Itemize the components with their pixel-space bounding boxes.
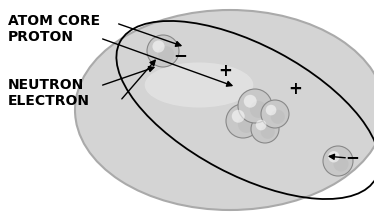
Circle shape <box>251 115 279 143</box>
Circle shape <box>261 100 289 128</box>
Text: −: − <box>345 148 359 166</box>
Circle shape <box>328 151 340 162</box>
Text: +: + <box>218 62 232 80</box>
Circle shape <box>244 95 257 108</box>
Circle shape <box>147 35 179 67</box>
Circle shape <box>250 101 267 118</box>
Circle shape <box>232 110 245 123</box>
Circle shape <box>238 89 272 123</box>
Text: PROTON: PROTON <box>8 30 74 44</box>
Ellipse shape <box>145 62 253 108</box>
Text: ATOM CORE: ATOM CORE <box>8 14 100 28</box>
Text: −: − <box>173 46 187 64</box>
Text: +: + <box>288 80 302 98</box>
Circle shape <box>266 105 276 115</box>
Circle shape <box>226 104 260 138</box>
Text: NEUTRON: NEUTRON <box>8 78 84 92</box>
Text: ELECTRON: ELECTRON <box>8 94 90 108</box>
Circle shape <box>256 120 266 130</box>
Circle shape <box>158 46 174 62</box>
Circle shape <box>261 125 275 139</box>
Ellipse shape <box>75 10 374 210</box>
Circle shape <box>334 157 349 171</box>
Circle shape <box>153 41 165 53</box>
Circle shape <box>238 116 255 133</box>
Circle shape <box>323 146 353 176</box>
Circle shape <box>271 110 285 124</box>
